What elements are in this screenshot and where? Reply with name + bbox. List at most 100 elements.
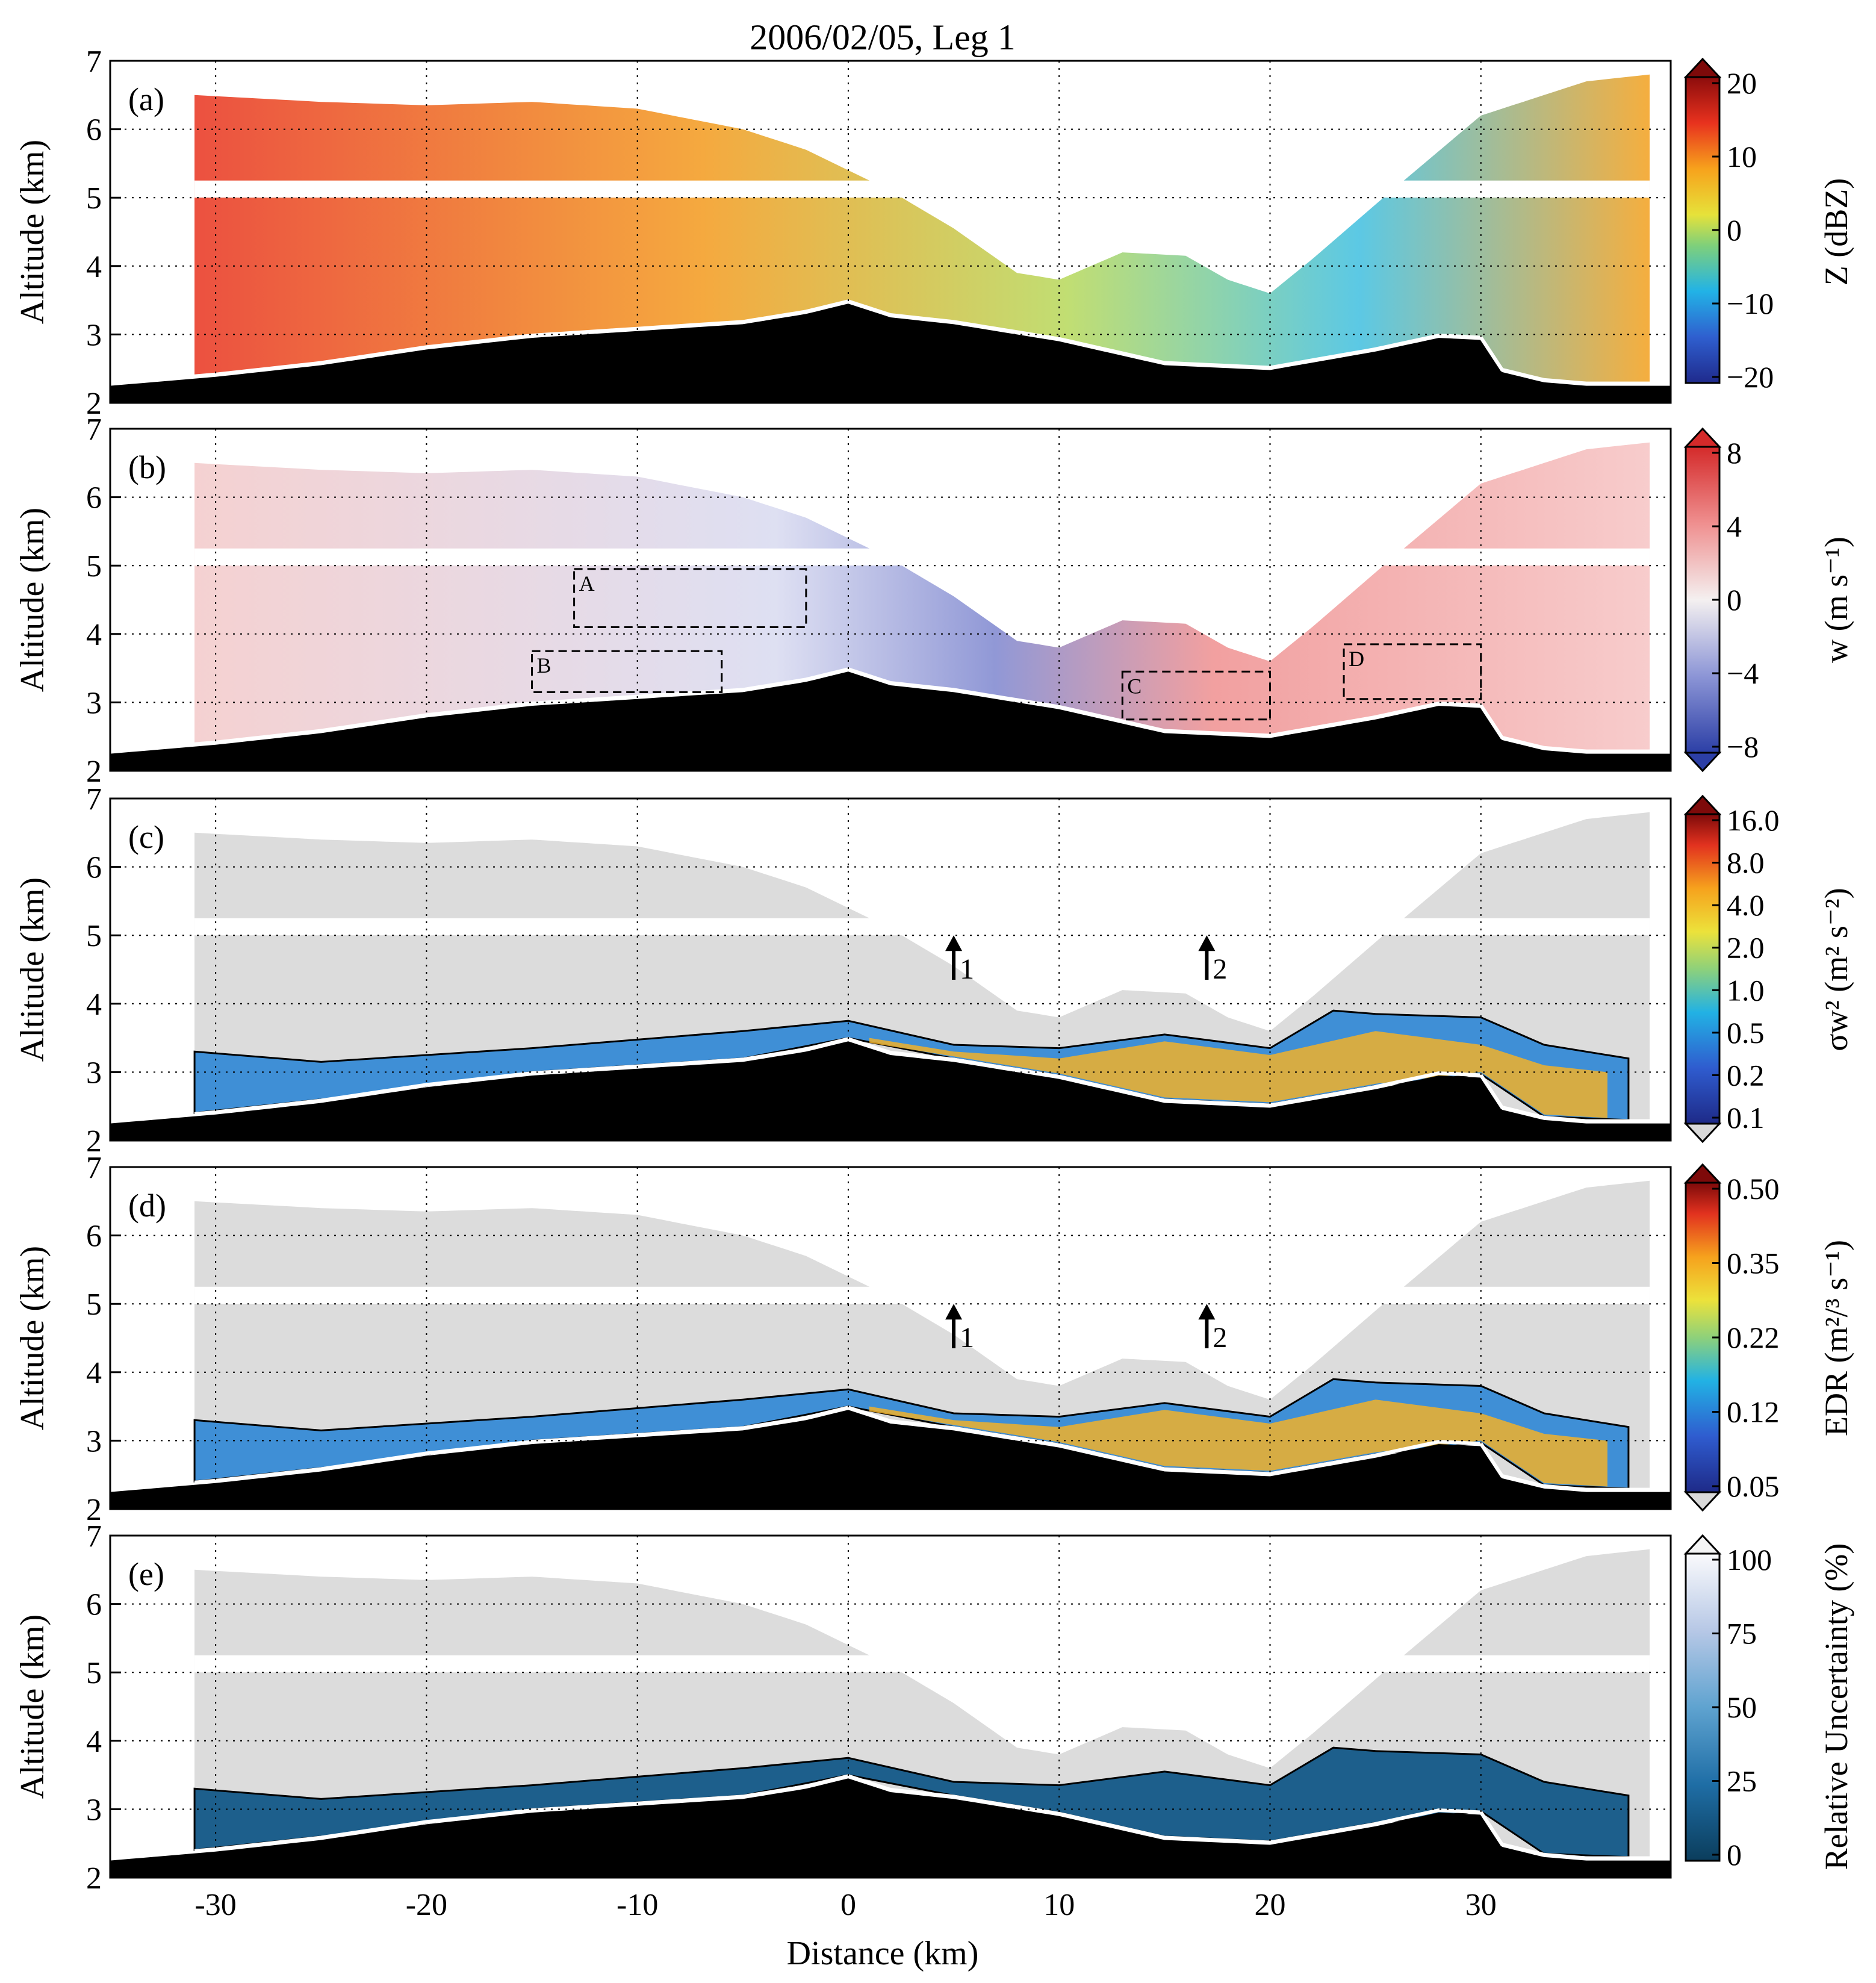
x-axis-label: Distance (km) xyxy=(787,1935,979,1972)
terrain xyxy=(110,1410,1671,1509)
colorbar-tick-label: 8.0 xyxy=(1727,846,1765,880)
colorbar-extend-top xyxy=(1683,427,1722,448)
colorbar-tick-label: 0 xyxy=(1727,1838,1742,1872)
colorbar-tick-label: 0.12 xyxy=(1727,1395,1780,1429)
y-tick-label: 4 xyxy=(86,618,102,652)
colorbar-tick-label: −8 xyxy=(1727,730,1759,764)
panel-EDR: 2 3 4 5 6 7 Altitude (km) (d) 1 2 0.50 0.35 0.22 0.12… xyxy=(14,1151,1854,1527)
colorbar-extend-top xyxy=(1683,794,1722,815)
x-tick-label: -30 xyxy=(194,1888,236,1922)
y-tick-label: 4 xyxy=(86,250,102,284)
box-label: A xyxy=(579,571,595,596)
colorbar-tick-label: 8 xyxy=(1727,436,1742,470)
y-tick-label: 2 xyxy=(86,755,102,789)
y-tick-label: 3 xyxy=(86,1424,102,1458)
colorbar-tick-label: 16.0 xyxy=(1727,803,1780,837)
colorbar-tick-label: −20 xyxy=(1727,360,1774,394)
colorbar-tick-label: 0 xyxy=(1727,213,1742,247)
y-axis-label: Altitude (km) xyxy=(14,877,51,1062)
y-tick-label: 5 xyxy=(86,181,102,216)
colorbar-tick-label: 4.0 xyxy=(1727,888,1765,922)
colorbar-tick-label: 100 xyxy=(1727,1543,1772,1577)
panel-Z: 2 3 4 5 6 7 Altitude (km) (a) 20 10 0 −10 −20 Z (dBZ) xyxy=(14,45,1854,421)
colorbar-tick-label: 0.50 xyxy=(1727,1172,1780,1206)
colorbar-tick-label: −10 xyxy=(1727,287,1774,320)
terrain-outline xyxy=(194,667,1650,753)
echo-region xyxy=(194,74,1650,382)
colorbar-extend-bottom xyxy=(1683,1491,1722,1512)
y-tick-label: 6 xyxy=(86,113,102,148)
y-tick-label: 7 xyxy=(86,782,102,817)
y-tick-label: 3 xyxy=(86,1793,102,1827)
y-tick-label: 7 xyxy=(86,412,102,447)
colorbar-label: Relative Uncertainty (%) xyxy=(1818,1543,1854,1870)
panel-label: (b) xyxy=(128,449,166,485)
y-tick-label: 3 xyxy=(86,318,102,352)
terrain xyxy=(110,1778,1671,1878)
axes-frame xyxy=(109,1166,1672,1510)
x-tick-label: 30 xyxy=(1465,1888,1497,1922)
colorbar-label: σw² (m² s⁻²) xyxy=(1818,888,1854,1051)
arrow-head xyxy=(945,935,963,951)
arrow-label: 2 xyxy=(1213,1322,1227,1354)
colorbar-tick-label: 75 xyxy=(1727,1617,1757,1651)
axes-frame xyxy=(109,60,1672,404)
box-B xyxy=(531,650,723,693)
radar-gap-band xyxy=(194,918,1650,936)
y-tick-label: 2 xyxy=(86,1493,102,1527)
colorbar-tick-label: 20 xyxy=(1727,66,1757,100)
radar-gap-band xyxy=(194,1286,1650,1304)
terrain-outline xyxy=(194,1406,1650,1492)
radar-gap-band xyxy=(194,548,1650,566)
colorbar-tick-label: 1.0 xyxy=(1727,973,1765,1007)
y-tick-label: 7 xyxy=(86,1151,102,1185)
y-tick-label: 4 xyxy=(86,988,102,1022)
terrain xyxy=(110,1041,1671,1141)
box-label: B xyxy=(537,653,551,677)
colorbar-label: w (m s⁻¹) xyxy=(1818,537,1854,663)
panel-label: (e) xyxy=(128,1556,164,1592)
y-tick-label: 6 xyxy=(86,1219,102,1254)
colorbar-extend-bottom xyxy=(1683,1122,1722,1144)
terrain-outline xyxy=(194,299,1650,385)
colorbar-tick-label: 0.22 xyxy=(1727,1321,1780,1354)
y-axis-label: Altitude (km) xyxy=(14,1614,51,1799)
terrain xyxy=(110,304,1671,403)
colorbar-tick-label: 0.5 xyxy=(1727,1016,1765,1050)
colorbar-tick-label: 10 xyxy=(1727,140,1757,173)
y-tick-label: 5 xyxy=(86,549,102,584)
y-tick-label: 6 xyxy=(86,481,102,515)
colorbar-tick-label: 2.0 xyxy=(1727,931,1765,965)
y-tick-label: 4 xyxy=(86,1725,102,1759)
colorbar-extend-top xyxy=(1683,1163,1722,1184)
arrow-label: 1 xyxy=(960,953,974,985)
y-tick-label: 2 xyxy=(86,1861,102,1896)
box-C xyxy=(1121,670,1271,721)
y-tick-label: 5 xyxy=(86,1656,102,1690)
y-tick-label: 5 xyxy=(86,919,102,953)
colorbar-extend-bottom xyxy=(1683,752,1722,773)
colorbar-label: EDR (m²/³ s⁻¹) xyxy=(1818,1240,1854,1436)
y-tick-label: 7 xyxy=(86,1519,102,1554)
colorbar-tick-label: −4 xyxy=(1727,656,1759,690)
y-tick-label: 7 xyxy=(86,45,102,79)
y-tick-label: 4 xyxy=(86,1356,102,1390)
y-tick-label: 5 xyxy=(86,1287,102,1322)
strong-turbulence-region xyxy=(869,1031,1607,1118)
y-axis-label: Altitude (km) xyxy=(14,140,51,324)
terrain-outline xyxy=(194,1037,1650,1123)
box-label: D xyxy=(1349,647,1364,671)
x-tick-label: -10 xyxy=(617,1888,658,1922)
x-tick-label: 10 xyxy=(1043,1888,1075,1922)
axes-frame xyxy=(109,1534,1672,1879)
panel-sigma_w2: 2 3 4 5 6 7 Altitude (km) (c) 1 2 16.0 8.0 4.0 2.0 1.0… xyxy=(14,782,1854,1159)
radar-gap-band xyxy=(194,1655,1650,1673)
strong-turbulence-region xyxy=(869,1399,1607,1487)
terrain-outline xyxy=(194,1774,1650,1860)
x-tick-label: 20 xyxy=(1254,1888,1285,1922)
panel-uncertainty: 2 3 4 5 6 7 -30 -20 -10 0 10 20 30 Altitude (km) (e) 10… xyxy=(14,1519,1854,1922)
colorbar xyxy=(1685,813,1721,1125)
colorbar-label: Z (dBZ) xyxy=(1818,178,1854,285)
